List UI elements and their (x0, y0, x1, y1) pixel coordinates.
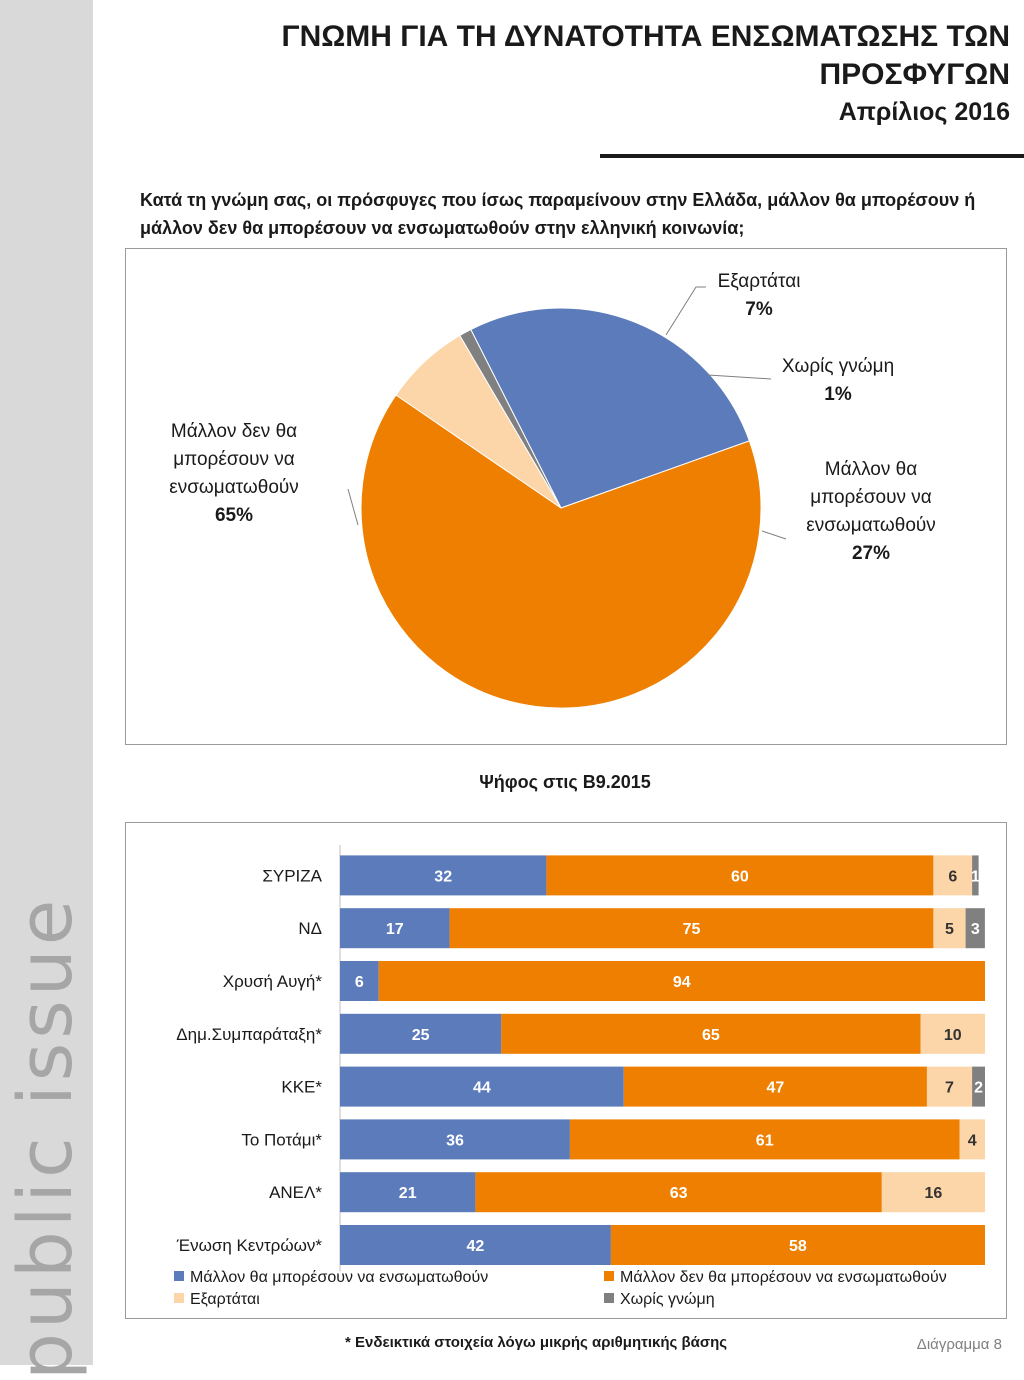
legend-swatch (174, 1271, 184, 1281)
legend-label: Μάλλον δεν θα μπορέσουν να ενσωματωθούν (620, 1269, 947, 1286)
bar-segment (933, 908, 966, 949)
bar-data-label: 4 (968, 1132, 977, 1149)
bar-segment (340, 855, 547, 896)
page-title: ΓΝΩΜΗ ΓΙΑ ΤΗ ΔΥΝΑΤΟΤΗΤΑ ΕΝΣΩΜΑΤΩΣΗΣ ΤΩΝ … (281, 20, 1010, 91)
bar-category-label: Χρυσή Αυγή* (223, 972, 323, 991)
bar-data-label: 42 (467, 1238, 485, 1255)
bar-category-label: Ένωση Κεντρώων* (176, 1236, 323, 1255)
bar-data-label: 63 (670, 1185, 688, 1202)
legend-label: Εξαρτάται (190, 1291, 260, 1308)
bar-data-label: 17 (386, 921, 404, 938)
bar-segment (933, 855, 973, 896)
bar-data-label: 47 (767, 1080, 785, 1097)
pie-slice-label-2: ενσωματωθούν (169, 477, 299, 498)
pie-chart: Μάλλον θα μπορέσουν να ενσωματωθούν 27% Μάλλ… (169, 271, 936, 709)
pie-value-label-2: 65% (215, 505, 253, 526)
bar-segment (378, 961, 985, 1001)
legend-swatch (604, 1293, 614, 1303)
bar-segment (501, 1013, 921, 1054)
pie-leader-line-4 (707, 374, 772, 380)
pie-leader-line-3 (665, 286, 706, 336)
title-block: ΓΝΩΜΗ ΓΙΑ ΤΗ ΔΥΝΑΤΟΤΗΤΑ ΕΝΣΩΜΑΤΩΣΗΣ ΤΩΝ … (190, 18, 1010, 127)
pie-leader-line-2 (347, 488, 359, 526)
bar-chart-frame: ΣΥΡΙΖΑ 32 60 6 1 ΝΔ 17 75 5 3 Χρυσή Αυγή* 6 94 Δημ.Συ… (125, 822, 1007, 1319)
bar-data-label: 16 (925, 1185, 943, 1202)
bar-data-label: 61 (756, 1132, 774, 1149)
bar-segment (340, 961, 379, 1001)
bar-data-label: 32 (434, 868, 452, 885)
legend-label: Χωρίς γνώμη (620, 1291, 715, 1308)
pie-slice-2 (360, 394, 762, 709)
bar-segment (449, 908, 934, 949)
bar-segment (610, 1225, 985, 1265)
bar-data-label: 6 (948, 868, 957, 885)
pie-slice-label-2: Μάλλον δεν θα (171, 421, 297, 442)
bar-data-label: 5 (945, 921, 954, 938)
bar-category-label: ΚΚΕ* (281, 1078, 322, 1097)
bar-data-label: 1 (971, 868, 980, 885)
bar-segment (340, 1013, 502, 1054)
bar-category-label: ΝΔ (298, 919, 322, 938)
bar-segment (959, 1119, 985, 1160)
pie-slice-label-4: Χωρίς γνώμη (782, 356, 894, 377)
pie-slice-label-3: Εξαρτάται (718, 271, 801, 292)
brand-logo-text: public issue (3, 895, 89, 1380)
bar-data-label: 44 (473, 1080, 491, 1097)
bar-segment (881, 1172, 985, 1213)
pie-slice-label-2: μπορέσουν να (173, 449, 295, 470)
bar-segment (340, 1225, 611, 1265)
bar-data-label: 65 (702, 1027, 720, 1044)
pie-value-label-3: 7% (745, 299, 773, 320)
bar-data-label: 58 (789, 1238, 807, 1255)
bar-segment (340, 908, 450, 949)
bar-data-label: 21 (399, 1185, 417, 1202)
pie-slice-label-1: μπορέσουν να (810, 487, 932, 508)
bar-chart-title: Ψήφος στις Β9.2015 (479, 772, 651, 792)
bar-segment (972, 855, 979, 896)
bar-category-label: Το Ποτάμι* (241, 1130, 322, 1149)
bar-segment (546, 855, 934, 896)
bar-segment (927, 1066, 973, 1107)
page-subtitle: Απρίλιος 2016 (838, 98, 1010, 126)
pie-value-label-4: 1% (824, 384, 852, 405)
bar-segment (569, 1119, 960, 1160)
bar-data-label: 6 (355, 974, 364, 991)
pie-chart-frame: Μάλλον θα μπορέσουν να ενσωματωθούν 27% Μάλλ… (125, 248, 1007, 745)
bar-category-label: ΑΝΕΛ* (269, 1183, 322, 1202)
legend-swatch (604, 1271, 614, 1281)
bar-segment (340, 1119, 570, 1160)
pie-slice-label-1: ενσωματωθούν (806, 515, 936, 536)
bar-data-label: 75 (683, 921, 701, 938)
bar-data-label: 3 (971, 921, 980, 938)
bar-segment (965, 908, 985, 949)
title-divider (600, 154, 1024, 158)
bar-data-label: 94 (673, 974, 691, 991)
bar-segment (475, 1172, 882, 1213)
survey-question: Κατά τη γνώμη σας, οι πρόσφυγες που ίσως… (140, 190, 976, 238)
bar-segment (972, 1066, 985, 1107)
footnote: * Ενδεικτικά στοιχεία λόγω μικρής αριθμη… (345, 1334, 728, 1351)
bar-data-label: 2 (974, 1080, 983, 1097)
bar-data-label: 36 (446, 1132, 464, 1149)
diagram-number: Διάγραμμα 8 (916, 1336, 1002, 1353)
sidebar-band: public issue (0, 0, 93, 1380)
bar-category-label: ΣΥΡΙΖΑ (262, 866, 322, 885)
bar-data-label: 25 (412, 1027, 430, 1044)
bar-segment (340, 1066, 624, 1107)
legend-label: Μάλλον θα μπορέσουν να ενσωματωθούν (190, 1269, 488, 1286)
pie-slice-4 (459, 328, 562, 509)
legend-swatch (174, 1293, 184, 1303)
bar-data-label: 10 (944, 1027, 962, 1044)
bar-segment (920, 1013, 985, 1054)
bar-category-label: Δημ.Συμπαράταξη* (176, 1025, 322, 1044)
pie-leader-line-1 (761, 530, 787, 540)
bar-segment (623, 1066, 927, 1107)
pie-slice-1 (470, 307, 751, 509)
pie-slice-label-1: Μάλλον θα (825, 459, 917, 480)
bar-segment (340, 1172, 476, 1213)
bar-data-label: 7 (945, 1080, 954, 1097)
bar-data-label: 60 (731, 868, 749, 885)
pie-value-label-1: 27% (852, 543, 890, 564)
